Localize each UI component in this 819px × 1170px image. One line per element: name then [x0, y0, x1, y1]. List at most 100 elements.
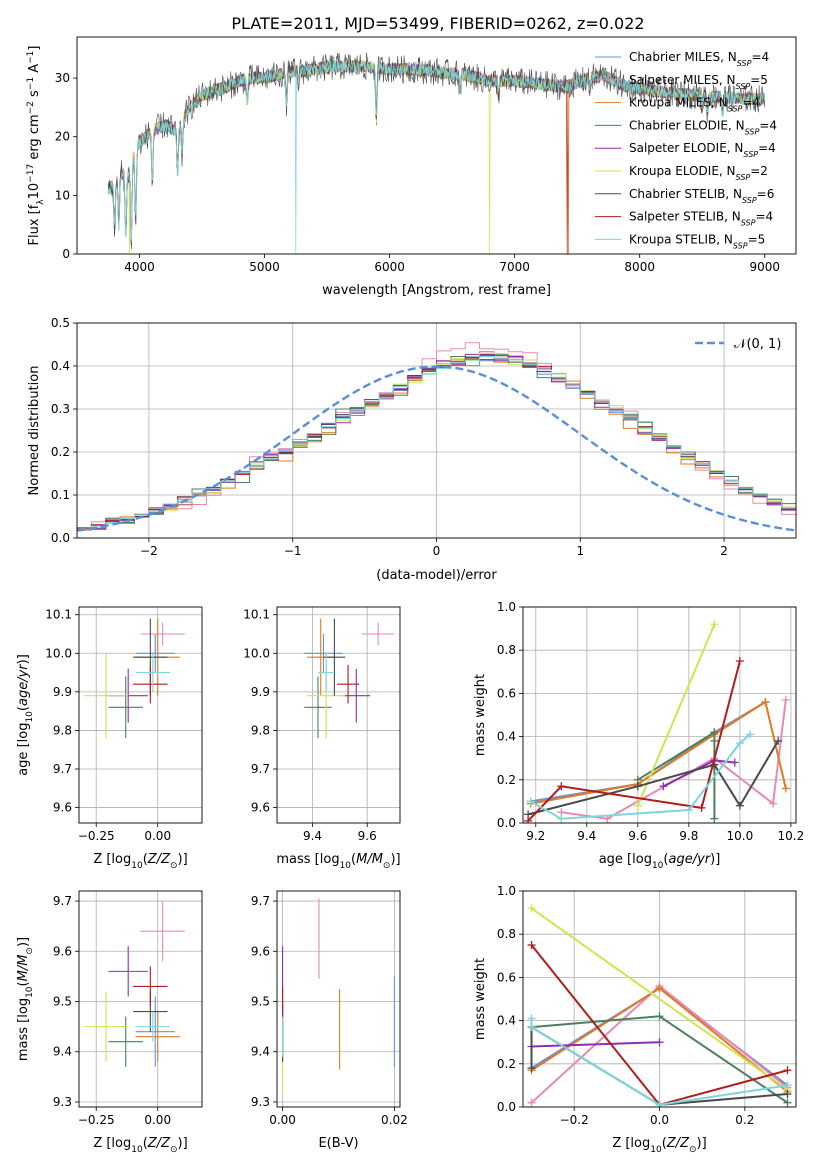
gaussian-curve [77, 365, 796, 532]
x-axis-label: Z [log10(Z/Z⊙)] [93, 852, 187, 871]
weight-marker [633, 782, 642, 791]
y-tick-label: 9.4 [53, 1045, 72, 1059]
weight-marker [781, 695, 790, 704]
weight-marker [527, 941, 536, 949]
histogram-step [77, 356, 796, 538]
weight-marker [783, 1066, 792, 1075]
axes-frame [276, 890, 401, 1108]
x-tick-label: 9000 [749, 260, 780, 274]
legend-label: Kroupa STELIB, NSSP=5 [629, 232, 765, 250]
y-tick-label: 9.8 [251, 723, 270, 737]
weight-marker [655, 1038, 664, 1047]
weight-marker [697, 803, 706, 812]
weight-marker [781, 784, 790, 793]
weight-marker [655, 1100, 664, 1107]
y-tick-label: 9.7 [53, 894, 72, 908]
y-axis-label: mass weight [473, 958, 488, 1040]
axes-residuals: −2 −1 0 1 2 0.0 0.1 0.2 0.3 0.4 0.5 𝒩(0, 1) (data-mo… [27, 316, 797, 583]
y-tick-label: 9.9 [251, 685, 270, 699]
weight-marker [557, 782, 566, 791]
y-tick-label: 1.0 [497, 600, 516, 614]
axes-frame [76, 322, 797, 539]
x-tick-label: 5000 [249, 260, 280, 274]
y-tick-label: 0.4 [497, 1014, 516, 1028]
plot-area [282, 898, 395, 1097]
y-tick-label: 9.9 [53, 685, 72, 699]
weight-marker [710, 728, 719, 737]
y-tick-label: 9.6 [53, 944, 72, 958]
weight-line [637, 730, 716, 819]
y-tick-label: 9.5 [251, 995, 270, 1009]
weight-line [531, 1041, 660, 1048]
y-tick-label: 0.2 [51, 445, 70, 459]
axes-frame [78, 890, 203, 1108]
weight-marker [783, 1090, 792, 1099]
weight-marker [774, 736, 783, 745]
spectrum-line [108, 52, 765, 250]
weight-marker [524, 816, 533, 823]
y-tick-label: 0.5 [51, 316, 70, 330]
weight-line [530, 907, 789, 1091]
weight-marker [527, 904, 536, 913]
weight-marker [746, 730, 755, 739]
y-tick-label: 10.0 [45, 646, 72, 660]
x-axis-label: Z [log10(Z/Z⊙)] [93, 1136, 187, 1155]
y-tick-label: 0.6 [497, 970, 516, 984]
axes-frame [522, 890, 797, 1108]
y-axis-label: Normed distribution [27, 366, 42, 496]
x-tick-label: 4000 [124, 260, 155, 274]
x-tick-label: 9.8 [679, 829, 698, 843]
grid [79, 607, 202, 823]
weight-marker [659, 782, 668, 791]
grid [277, 891, 400, 1107]
weight-marker [710, 736, 719, 745]
axes-weight-vs-age: 9.2 9.4 9.6 9.8 10.0 10.2 0.0 0.2 0.4 0.6 0.8 1.0 ag… [473, 600, 804, 871]
x-axis-label: age [log10(age/yr)] [599, 852, 721, 871]
axes-frame [276, 606, 401, 824]
y-tick-label: 9.4 [251, 1045, 270, 1059]
axes-age-vs-Z: −0.25 0.00 9.6 9.7 9.8 9.9 10.0 10.1 Z [log10(Z/… [16, 606, 203, 871]
x-tick-label: 9.4 [303, 829, 322, 843]
weight-line [527, 660, 741, 822]
weight-line [530, 1018, 788, 1106]
y-tick-label: 0.4 [51, 359, 70, 373]
axes-spectrum: 4000 5000 6000 7000 8000 9000 0 10 20 30 wavelengt… [26, 36, 797, 298]
legend-label: 𝒩(0, 1) [734, 337, 781, 352]
y-tick-label: 0.8 [497, 927, 516, 941]
axes-frame [76, 36, 797, 255]
weight-marker [730, 758, 739, 767]
x-axis-label: (data-model)/error [376, 568, 497, 583]
weight-marker [527, 1098, 536, 1107]
x-tick-label: 0.2 [735, 1113, 754, 1127]
x-tick-label: 0.00 [144, 1113, 171, 1127]
x-tick-label: −0.25 [78, 1113, 115, 1127]
figure-title: PLATE=2011, MJD=53499, FIBERID=0262, z=0… [231, 14, 644, 33]
y-tick-label: 9.5 [53, 995, 72, 1009]
y-axis-label: mass weight [473, 674, 488, 756]
weight-marker [527, 1014, 536, 1023]
y-tick-label: 9.3 [251, 1095, 270, 1109]
plot-area [527, 904, 792, 1107]
weight-marker [735, 657, 744, 665]
weight-marker [769, 799, 778, 808]
y-tick-label: 9.7 [251, 762, 270, 776]
y-axis-label: Flux [fλ10−17 erg cm−2 s−1 A−1] [26, 46, 46, 246]
axes-frame [78, 606, 203, 824]
y-tick-label: 9.6 [251, 944, 270, 958]
y-tick-label: 9.6 [53, 801, 72, 815]
plot-area [83, 618, 185, 739]
weight-marker [783, 1098, 792, 1107]
plot-area [107, 52, 766, 254]
plot-area [304, 618, 395, 739]
x-tick-label: −1 [284, 544, 302, 558]
x-tick-label: 7000 [499, 260, 530, 274]
y-tick-label: 0.3 [51, 402, 70, 416]
y-tick-label: 0 [62, 247, 70, 261]
legend-label: Chabrier MILES, NSSP=4 [629, 50, 769, 68]
y-tick-label: 0.2 [497, 773, 516, 787]
x-tick-label: 9.2 [526, 829, 545, 843]
weight-marker [735, 739, 744, 748]
axes-age-vs-mass: 9.4 9.6 9.6 9.7 9.8 9.9 10.0 10.1 mass [log10(M/… [243, 606, 401, 871]
y-tick-label: 0.0 [497, 816, 516, 830]
